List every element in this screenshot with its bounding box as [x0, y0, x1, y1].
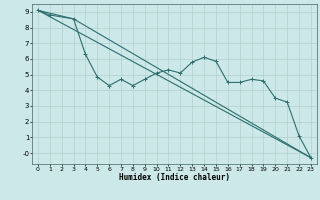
X-axis label: Humidex (Indice chaleur): Humidex (Indice chaleur) — [119, 173, 230, 182]
